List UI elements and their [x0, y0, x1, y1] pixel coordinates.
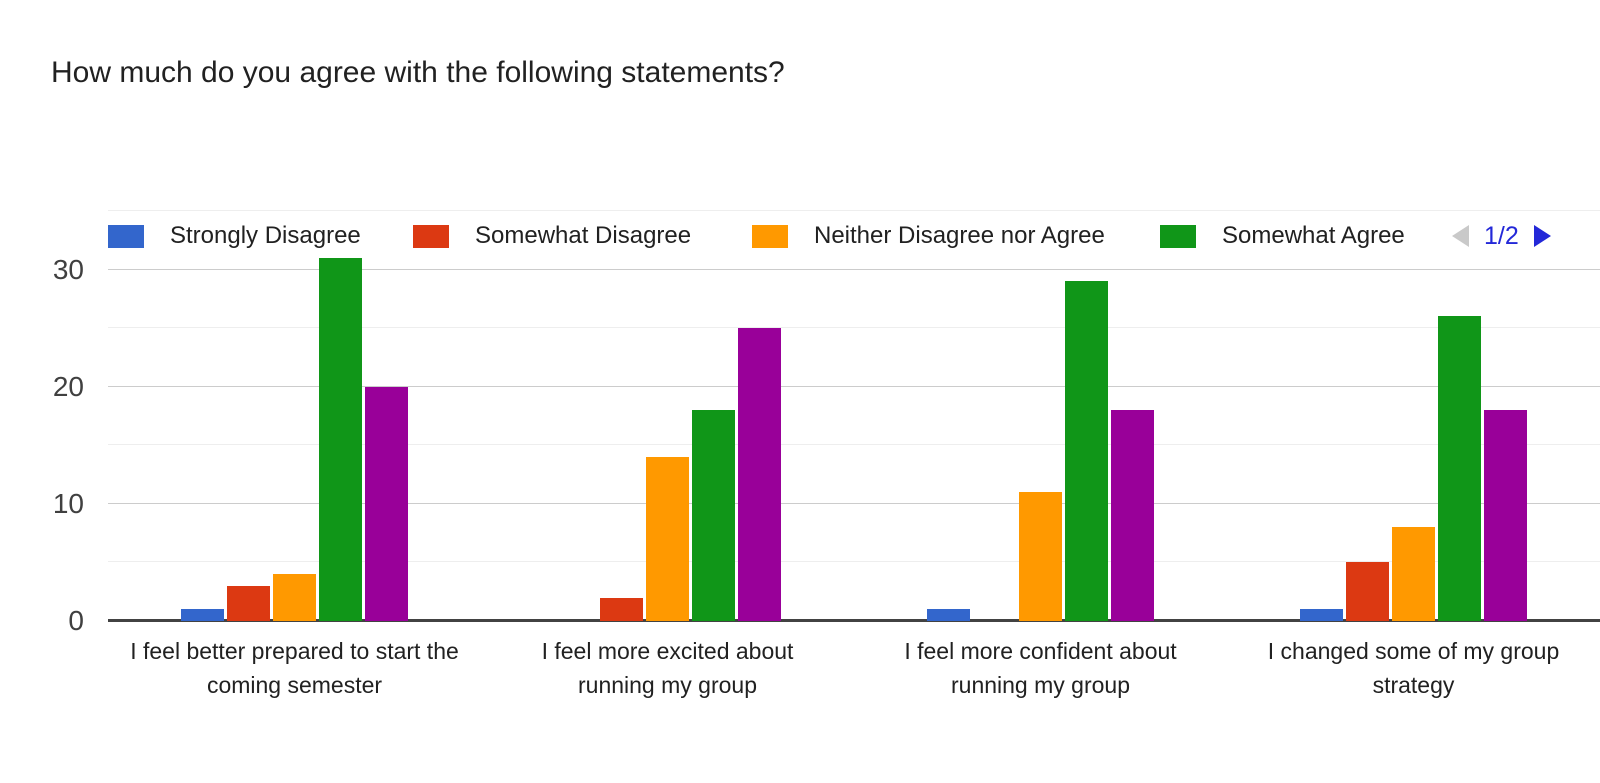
y-axis-tick-label: 10: [52, 487, 84, 519]
bar[interactable]: [1392, 527, 1435, 621]
bar[interactable]: [646, 457, 689, 621]
y-axis-tick-label: 0: [68, 605, 84, 636]
bar[interactable]: [273, 574, 316, 621]
legend-item-somewhat-disagree: Somewhat Disagree: [413, 222, 691, 250]
legend-label: Somewhat Disagree: [475, 222, 692, 249]
bar[interactable]: [1111, 410, 1154, 621]
gridline: [108, 502, 1600, 504]
bar[interactable]: [1019, 492, 1062, 621]
bar[interactable]: [1484, 410, 1527, 621]
category-label: I changed some of my group strategy: [1267, 638, 1560, 698]
y-axis-tick-label: 30: [52, 253, 84, 285]
gridline: [108, 210, 1600, 211]
legend-page-indicator: 1/2: [1484, 221, 1519, 250]
legend-swatch-somewhat-disagree: [413, 224, 449, 248]
legend-swatch-somewhat-agree: [1160, 224, 1196, 248]
category-label-slot: I feel more confident about running my g…: [854, 634, 1227, 702]
bar[interactable]: [692, 410, 735, 621]
bar[interactable]: [738, 328, 781, 621]
bar[interactable]: [1438, 316, 1481, 621]
legend-prev-page-icon: [1452, 225, 1469, 247]
x-axis-labels: I feel better prepared to start the comi…: [108, 634, 1600, 724]
bar[interactable]: [1346, 562, 1389, 621]
y-axis: 0 10 20 30: [0, 211, 84, 635]
bar-group: [481, 211, 854, 621]
legend-swatch-neither: [752, 224, 788, 248]
y-axis-tick-label: 20: [52, 370, 84, 402]
gridline: [108, 327, 1600, 329]
bar[interactable]: [1065, 281, 1108, 621]
legend-label: Somewhat Agree: [1222, 222, 1405, 249]
chart-title: How much do you agree with the following…: [51, 56, 785, 89]
bar[interactable]: [365, 386, 408, 621]
x-axis-baseline: [108, 619, 1600, 622]
bar[interactable]: [1300, 609, 1343, 621]
category-label: I feel more excited about running my gro…: [541, 638, 794, 698]
category-label-slot: I feel better prepared to start the comi…: [108, 634, 481, 702]
bar[interactable]: [927, 609, 970, 621]
gridline: [108, 268, 1600, 270]
bar-group: [854, 211, 1227, 621]
category-label-slot: I changed some of my group strategy: [1227, 634, 1600, 702]
legend-item-somewhat-agree: Somewhat Agree: [1160, 222, 1405, 250]
bar[interactable]: [319, 257, 362, 621]
category-label: I feel more confident about running my g…: [904, 638, 1177, 698]
plot-area: [108, 210, 1600, 622]
legend-item-strongly-disagree: Strongly Disagree: [108, 222, 361, 250]
gridline: [108, 444, 1600, 446]
bar[interactable]: [227, 585, 270, 621]
legend-swatch-strongly-disagree: [108, 224, 144, 248]
legend-label: Neither Disagree nor Agree: [814, 222, 1105, 249]
bar-group: [108, 211, 481, 621]
category-label: I feel better prepared to start the comi…: [130, 638, 459, 698]
legend-next-page-icon[interactable]: [1533, 225, 1551, 247]
legend-item-neither: Neither Disagree nor Agree: [752, 222, 1105, 250]
category-label-slot: I feel more excited about running my gro…: [481, 634, 854, 702]
legend-pager: 1/2: [1452, 222, 1551, 250]
gridline: [108, 385, 1600, 387]
gridline: [108, 561, 1600, 563]
bar-group: [1227, 211, 1600, 621]
legend-label: Strongly Disagree: [170, 222, 361, 249]
bar[interactable]: [600, 597, 643, 621]
bar[interactable]: [181, 609, 224, 621]
